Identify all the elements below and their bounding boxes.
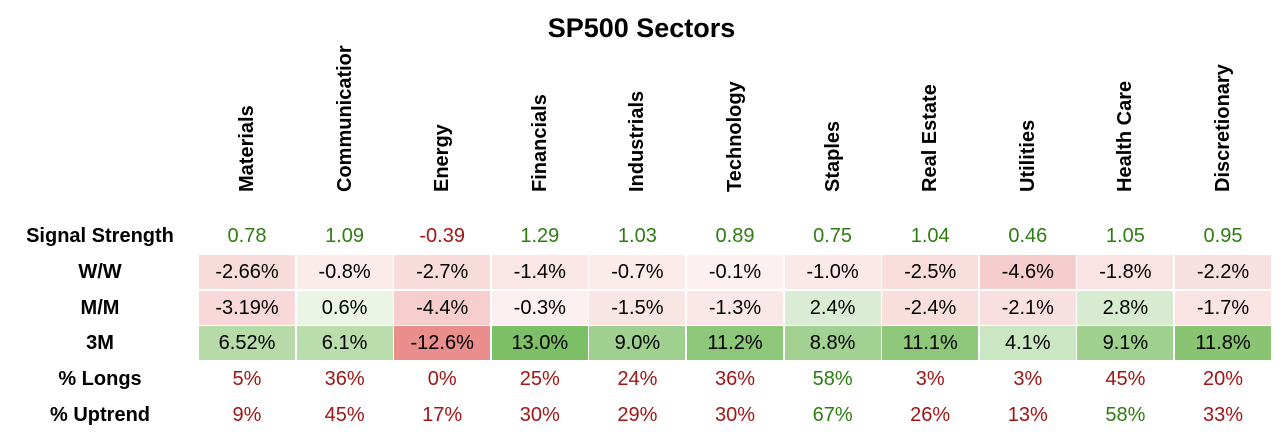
column-header-label: Health Care — [1114, 80, 1137, 192]
row-label: % Longs — [58, 368, 142, 391]
table-cell: -0.3% — [491, 290, 588, 325]
row-label: W/W — [78, 260, 122, 283]
table-cell: 30% — [519, 404, 560, 426]
table-cell: 26% — [910, 404, 951, 426]
column-header-label: Financials — [528, 94, 551, 192]
table-cell: -12.6% — [394, 326, 491, 361]
table-cell: 13.0% — [491, 326, 588, 361]
table-cell: 33% — [1202, 404, 1244, 426]
table-cell: 0.89 — [715, 225, 755, 247]
column-header-label: Utilities — [1016, 119, 1039, 192]
table-cell: 1.04 — [910, 225, 950, 247]
table-cell: 13% — [1007, 404, 1048, 426]
table-cell: 58% — [1105, 404, 1146, 426]
table-cell: -2.4% — [882, 290, 979, 325]
chart-title: SP500 Sectors — [547, 13, 736, 43]
table-cell: 17% — [422, 404, 463, 426]
table-cell: -0.7% — [589, 254, 686, 289]
column-header: Technology — [686, 50, 784, 218]
table-cell: 6.1% — [296, 326, 393, 361]
table-cell: 9.1% — [1077, 326, 1174, 361]
table-cell: 20% — [1202, 368, 1244, 391]
column-header-label: Technology — [724, 81, 746, 192]
table-cell: 36% — [714, 368, 756, 391]
column-header-label: Staples — [821, 120, 844, 192]
table-cell: -1.4% — [491, 254, 588, 289]
table-cell: -3.19% — [199, 290, 295, 325]
table-cell: 0.6% — [296, 290, 393, 325]
table-cell: 5% — [232, 368, 262, 391]
table-cell: 2.8% — [1077, 290, 1174, 325]
table-cell: 11.8% — [1175, 326, 1271, 361]
table-cell: -1.5% — [589, 290, 686, 325]
table-cell: 9.0% — [589, 326, 686, 361]
table-cell: -1.8% — [1077, 254, 1174, 289]
table-cell: 1.05 — [1105, 225, 1145, 247]
table-cell: -2.7% — [394, 254, 491, 289]
table-cell: -1.7% — [1175, 290, 1271, 325]
column-header-label: Discretionary — [1212, 64, 1234, 192]
column-header-label: Communicatior — [333, 45, 356, 192]
table-cell: 4.1% — [979, 326, 1076, 361]
table-cell: -2.1% — [979, 290, 1076, 325]
table-cell: -1.3% — [687, 290, 783, 325]
table-cell: 11.2% — [687, 326, 783, 361]
row-label: Signal Strength — [26, 225, 174, 247]
table-cell: 25% — [519, 368, 560, 391]
table-cell: 6.52% — [199, 326, 295, 361]
row-label: 3M — [86, 332, 114, 355]
column-header-label: Materials — [236, 105, 258, 192]
column-header: Financials — [491, 50, 589, 218]
column-header: Staples — [784, 50, 882, 218]
table-cell: 0.78 — [227, 225, 267, 247]
table-cell: -1.0% — [784, 254, 881, 289]
table-cell: 3% — [915, 368, 945, 391]
table-cell: 36% — [324, 368, 365, 391]
column-header-label: Industrials — [626, 90, 649, 192]
table-cell: 1.03 — [617, 225, 657, 247]
table-cell: -2.2% — [1175, 254, 1271, 289]
table-cell: 1.09 — [325, 225, 365, 247]
table-cell: -0.1% — [687, 254, 783, 289]
table-cell: 0.75 — [813, 225, 853, 247]
column-header: Communicatior — [296, 45, 394, 218]
column-header: Energy — [393, 50, 491, 218]
table-cell: 1.29 — [520, 225, 560, 247]
column-header: Utilities — [979, 50, 1077, 218]
column-header-label: Real Estate — [919, 84, 942, 192]
table-cell: 67% — [812, 404, 853, 426]
column-header: Health Care — [1076, 50, 1174, 218]
table-cell: -0.39 — [419, 225, 465, 247]
column-header: Industrials — [588, 50, 686, 218]
column-header: Materials — [198, 50, 296, 218]
table-cell: 58% — [812, 368, 853, 391]
table-cell: 45% — [324, 404, 365, 426]
table-cell: -2.66% — [199, 254, 295, 289]
column-header-label: Energy — [431, 124, 454, 192]
table-cell: 3% — [1013, 368, 1043, 391]
table-cell: 0.95 — [1203, 225, 1243, 247]
row-label: M/M — [80, 296, 120, 319]
table-cell: -4.6% — [979, 254, 1076, 289]
table-cell: 24% — [617, 368, 658, 391]
table-cell: 0% — [427, 368, 457, 391]
table-cell: -4.4% — [394, 290, 491, 325]
table-cell: 45% — [1105, 368, 1146, 391]
table-cell: 0.46 — [1008, 225, 1048, 247]
table-cell: 2.4% — [784, 290, 881, 325]
row-label: % Uptrend — [50, 404, 150, 426]
table-cell: -0.8% — [296, 254, 393, 289]
table-cell: 8.8% — [784, 326, 881, 361]
table-cell: 9% — [232, 404, 262, 426]
table-cell: 30% — [714, 404, 756, 426]
table-cell: 29% — [617, 404, 658, 426]
column-header: Discretionary — [1174, 50, 1272, 218]
table-cell: -2.5% — [882, 254, 979, 289]
column-header: Real Estate — [881, 50, 979, 218]
table-cell: 11.1% — [882, 326, 979, 361]
